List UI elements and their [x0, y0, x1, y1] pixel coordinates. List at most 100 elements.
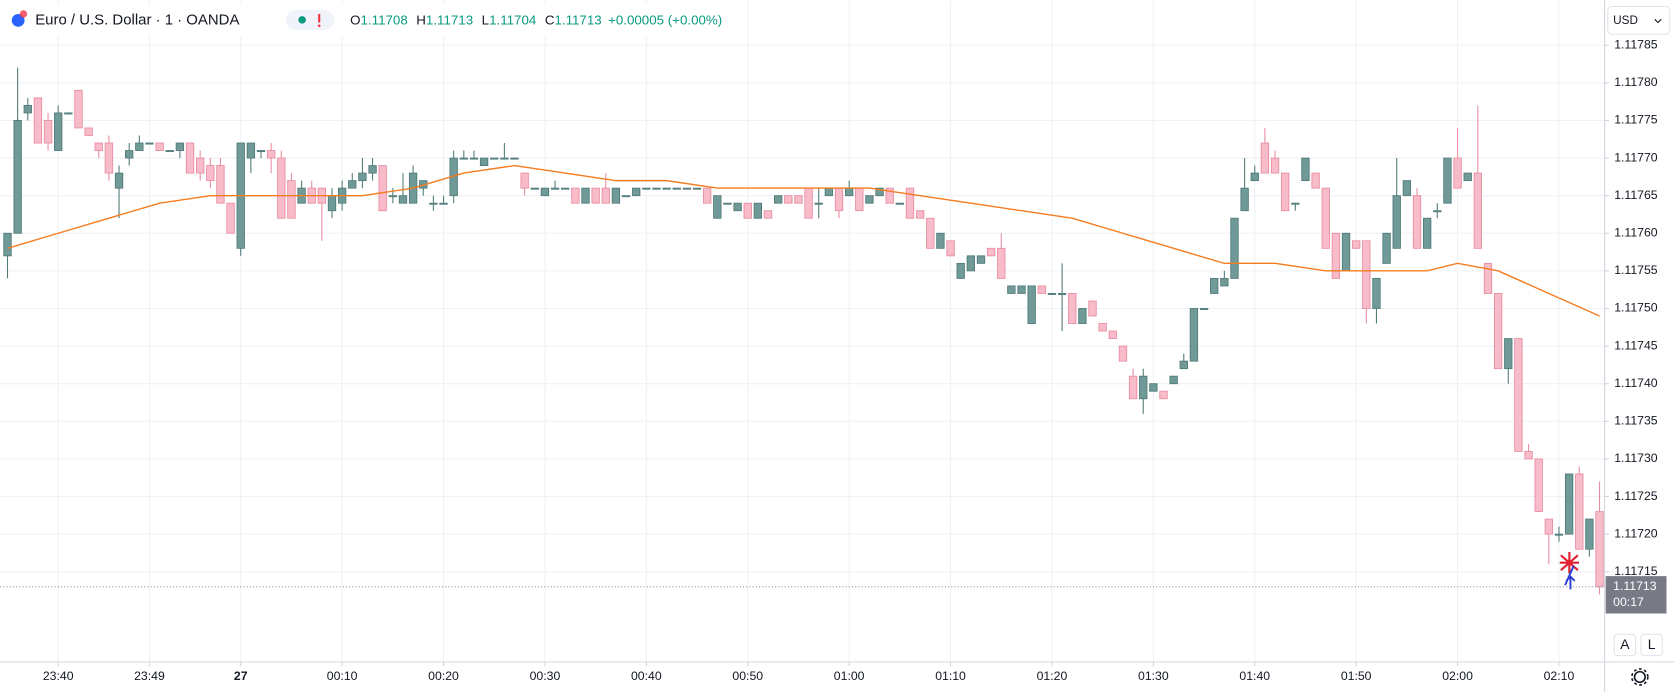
log-scale-button[interactable]	[1640, 633, 1663, 657]
grid	[0, 0, 1605, 663]
y-tick-label: 1.11760	[1614, 226, 1658, 240]
candle	[459, 150, 468, 160]
candle	[966, 255, 975, 272]
candle	[1281, 172, 1290, 212]
candle-body	[713, 195, 722, 219]
candle	[1392, 158, 1401, 249]
candle-body	[1524, 450, 1533, 460]
candle-body	[743, 202, 752, 219]
candle	[1321, 187, 1330, 249]
candle	[429, 195, 438, 211]
candle-body	[1017, 285, 1026, 294]
x-tick-label: 00:30	[530, 669, 561, 683]
candle-body	[1189, 308, 1199, 362]
candle-body	[1483, 262, 1493, 294]
last-price-label: 1.11713	[1613, 579, 1657, 593]
candle-body	[1210, 277, 1219, 294]
candle	[1341, 232, 1351, 272]
candle-body	[398, 195, 408, 204]
candle	[550, 180, 560, 190]
candle	[1260, 127, 1270, 174]
status-pill[interactable]	[286, 9, 335, 30]
candle	[1514, 338, 1523, 452]
y-tick-label: 1.11765	[1614, 188, 1658, 202]
candle	[1128, 368, 1138, 400]
candle-body	[1554, 533, 1564, 536]
candle	[84, 127, 93, 136]
candle	[1382, 232, 1391, 264]
candle-body	[723, 202, 732, 205]
candle	[561, 187, 570, 190]
candle	[895, 202, 905, 205]
candle	[540, 187, 550, 197]
candle	[266, 143, 276, 174]
candle-body	[1544, 518, 1553, 535]
candle-body	[885, 187, 894, 204]
candle-body	[997, 247, 1006, 279]
candle	[733, 202, 742, 212]
candle-body	[1199, 308, 1209, 310]
candle	[824, 187, 834, 197]
candle-body	[905, 187, 915, 219]
candle-body	[692, 187, 702, 190]
settings-icon[interactable]	[1633, 670, 1646, 684]
moving-average	[7, 164, 1600, 317]
candle	[490, 157, 499, 160]
y-tick-label: 1.11745	[1614, 338, 1658, 352]
candle-body	[865, 195, 874, 204]
market-open-dot	[298, 16, 306, 24]
candle	[1057, 263, 1067, 332]
symbol-title[interactable]: Euro / U.S. Dollar · 1 · OANDA	[35, 11, 239, 28]
candle-body	[226, 202, 235, 234]
candle	[1088, 300, 1097, 317]
candle	[611, 187, 621, 204]
candle-body	[94, 142, 103, 151]
candle-body	[1230, 217, 1239, 279]
candle	[1402, 180, 1412, 197]
auto-scale-button[interactable]	[1613, 633, 1637, 657]
candle	[358, 158, 367, 189]
candle	[652, 187, 661, 190]
candle-body	[1291, 202, 1300, 205]
candle	[1443, 157, 1452, 204]
legend-key: H	[416, 12, 426, 27]
y-tick-label: 1.11750	[1614, 301, 1658, 315]
candle-body	[601, 187, 610, 204]
candle-body	[1169, 375, 1178, 385]
candle-body	[1443, 157, 1452, 204]
candle	[378, 165, 387, 212]
candle	[398, 173, 408, 204]
candle	[64, 112, 73, 115]
candle-body	[155, 142, 164, 151]
candle-body	[500, 157, 509, 160]
candle	[13, 67, 22, 234]
candle	[1463, 172, 1472, 182]
candle	[1311, 172, 1320, 189]
candle-body	[1047, 293, 1057, 295]
legend-value: 1.11708	[361, 12, 408, 27]
currency-button[interactable]	[1607, 5, 1671, 35]
candle-body	[33, 97, 43, 144]
candle	[114, 165, 124, 219]
candle	[1068, 293, 1077, 324]
candle-body	[1362, 240, 1371, 309]
candle-body	[74, 89, 83, 129]
candle	[1422, 217, 1432, 249]
candle	[763, 210, 773, 219]
x-tick-label: 00:40	[631, 669, 662, 683]
candle	[1230, 217, 1239, 279]
candle-body	[135, 142, 144, 151]
y-tick-label: 1.11785	[1614, 37, 1658, 51]
candle	[277, 150, 286, 219]
candle	[632, 187, 641, 197]
candle	[591, 187, 600, 204]
auto-scale-label: A	[1620, 636, 1630, 652]
candle	[713, 195, 722, 219]
candle-body	[206, 165, 215, 182]
candle	[1453, 127, 1462, 189]
candle-body	[256, 150, 266, 153]
y-tick-label: 1.11780	[1614, 75, 1658, 89]
candle	[1139, 368, 1148, 414]
y-tick-label: 1.11735	[1614, 414, 1658, 428]
